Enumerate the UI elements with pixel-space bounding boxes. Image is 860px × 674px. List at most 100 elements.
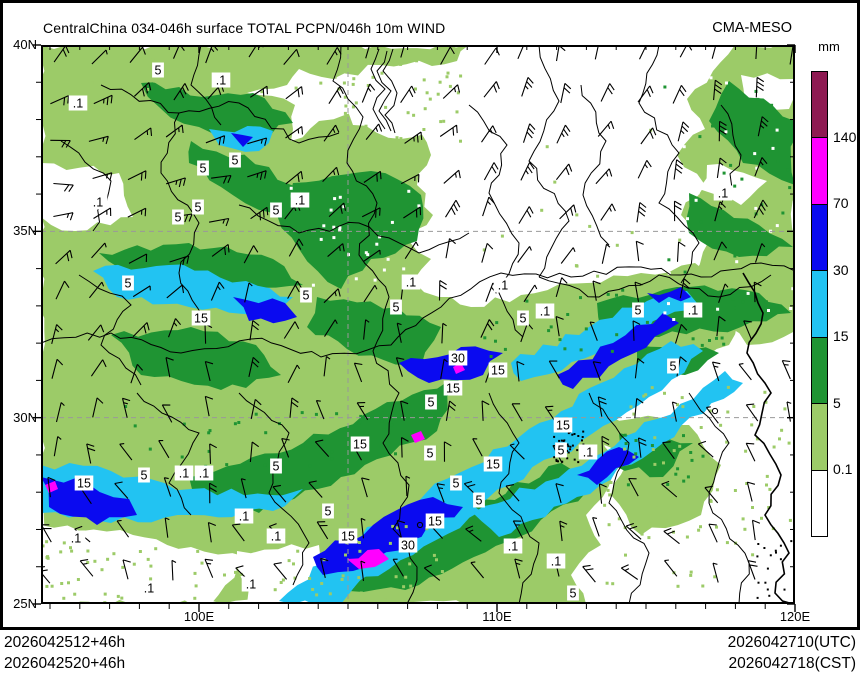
wind-barb <box>743 320 752 340</box>
wind-barb <box>482 196 495 217</box>
speckle <box>373 278 377 282</box>
speckle <box>783 588 786 591</box>
speckle <box>399 137 403 141</box>
speckle <box>193 571 197 575</box>
speckle <box>753 152 757 156</box>
speckle <box>344 553 347 557</box>
speckle <box>371 49 375 53</box>
speckle <box>379 444 383 448</box>
speckle <box>786 168 790 172</box>
speckle <box>567 445 570 448</box>
speckle <box>93 559 97 563</box>
contour-label-text: 5 <box>428 396 435 410</box>
colorbar-level-label: 140 <box>833 128 857 145</box>
boundary-line <box>742 272 794 604</box>
wind-barb <box>207 521 217 543</box>
contour-label-text: .1 <box>406 276 416 290</box>
wind-barb <box>746 481 756 502</box>
wind-barb <box>560 82 572 104</box>
contour-label: 15 <box>74 475 94 491</box>
wind-barb <box>436 483 445 503</box>
speckle <box>663 85 667 89</box>
precip-region-cy <box>511 291 697 381</box>
speckle <box>666 483 670 486</box>
wind-barb <box>598 483 607 504</box>
wind-barb <box>114 481 129 499</box>
wind-barb <box>594 45 606 60</box>
speckle <box>553 456 556 459</box>
speckle <box>194 584 198 588</box>
speckle <box>680 121 684 125</box>
wind-barb <box>738 363 752 381</box>
contour-label-box <box>122 275 134 291</box>
speckle <box>715 488 719 492</box>
wind-barb <box>481 400 490 421</box>
speckle <box>632 455 636 459</box>
speckle <box>779 558 782 561</box>
contour-label: .1 <box>713 185 733 201</box>
wind-barb <box>601 435 610 457</box>
contour-label-box <box>338 528 358 544</box>
contour-label-text: 5 <box>635 304 642 318</box>
speckle <box>390 423 394 427</box>
wind-barb <box>55 402 65 423</box>
contour-label: 5 <box>152 62 164 78</box>
contour-label-box <box>425 513 445 529</box>
speckle <box>553 180 557 184</box>
wind-barb <box>134 82 152 97</box>
speckle <box>90 81 94 85</box>
contour-label: 5 <box>517 310 529 326</box>
speckle <box>581 436 584 438</box>
speckle <box>624 553 627 557</box>
speckle <box>623 433 627 437</box>
wind-barb <box>289 397 299 418</box>
speckle <box>791 287 795 291</box>
contour-label: 5 <box>425 394 437 410</box>
wind-barb <box>166 177 186 188</box>
contour-label-box <box>194 465 214 481</box>
wind-barb <box>555 277 568 298</box>
speckle <box>655 503 659 507</box>
contour-label: .1 <box>194 465 214 481</box>
speckle <box>581 439 583 442</box>
speckle <box>320 582 324 585</box>
speckle <box>45 584 49 588</box>
contour-label-box <box>493 277 513 293</box>
speckle <box>772 119 776 122</box>
wind-barb <box>165 124 184 138</box>
speckle <box>608 493 612 497</box>
speckle <box>223 573 226 577</box>
precip-region-bl <box>557 313 679 389</box>
speckle <box>336 528 340 532</box>
speckle <box>359 591 363 595</box>
speckle <box>275 542 279 546</box>
speckle <box>315 593 319 597</box>
speckle <box>663 391 666 395</box>
speckle <box>208 429 212 433</box>
contour-label-box <box>172 209 184 225</box>
speckle <box>200 53 204 57</box>
speckle <box>677 327 681 331</box>
wind-barb <box>781 360 791 380</box>
speckle <box>369 595 373 599</box>
speckle <box>694 198 698 202</box>
speckle <box>100 568 104 572</box>
speckle <box>322 224 326 228</box>
wind-barb <box>92 172 113 181</box>
speckle <box>644 393 648 397</box>
precip-region-bl <box>647 287 691 303</box>
wind-barb <box>404 241 419 259</box>
speckle <box>772 445 776 449</box>
speckle <box>380 419 384 423</box>
colorbar-segment <box>811 203 828 272</box>
speckle <box>584 327 588 331</box>
wind-barb <box>132 322 150 338</box>
speckle <box>555 458 558 461</box>
speckle <box>588 224 592 228</box>
speckle <box>483 336 487 340</box>
contour-label-text: .1 <box>246 578 256 592</box>
speckle <box>575 213 579 217</box>
boundary-line <box>376 50 392 132</box>
wind-barb <box>249 85 268 98</box>
speckle <box>708 339 711 342</box>
